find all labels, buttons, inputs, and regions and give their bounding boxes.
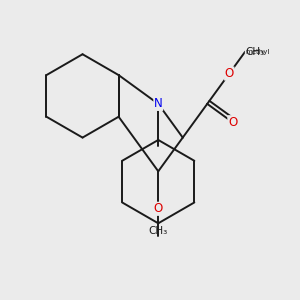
Text: CH₃: CH₃ <box>148 226 168 236</box>
Text: O: O <box>225 67 234 80</box>
Text: N: N <box>154 98 163 110</box>
Text: CH₃: CH₃ <box>245 46 265 57</box>
Text: methyl: methyl <box>245 49 270 55</box>
Text: O: O <box>154 202 163 215</box>
Text: O: O <box>228 116 237 129</box>
